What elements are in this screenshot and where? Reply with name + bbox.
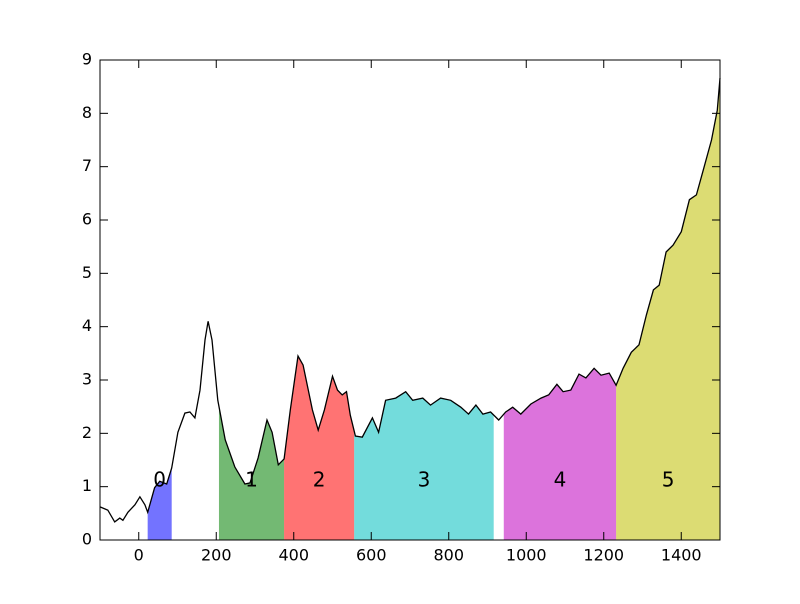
x-tick-label: 1200 <box>583 546 624 565</box>
x-tick-label: 800 <box>433 546 464 565</box>
y-tick-label: 1 <box>82 476 92 495</box>
plot-frame <box>99 59 721 541</box>
y-tick-label: 0 <box>82 530 92 549</box>
x-tick-label: 400 <box>278 546 309 565</box>
y-tick-label: 9 <box>82 50 92 69</box>
region <box>354 391 494 540</box>
x-tick-label: 1000 <box>506 546 547 565</box>
y-tick-label: 8 <box>82 103 92 122</box>
x-tick-label: 0 <box>134 546 144 565</box>
region-label: 2 <box>313 468 326 492</box>
region <box>218 406 285 540</box>
y-tick-label: 6 <box>82 210 92 229</box>
region-label: 5 <box>662 468 675 492</box>
region <box>503 368 617 540</box>
region-label: 3 <box>418 468 431 492</box>
region <box>147 468 172 540</box>
y-tick-label: 3 <box>82 370 92 389</box>
y-tick-label: 2 <box>82 423 92 442</box>
x-tick-label: 1400 <box>661 546 702 565</box>
x-tick-label: 200 <box>201 546 232 565</box>
y-tick-label: 7 <box>82 156 92 175</box>
y-tick-label: 5 <box>82 263 92 282</box>
line <box>99 78 721 523</box>
x-tick-label: 600 <box>356 546 387 565</box>
region-label: 4 <box>554 468 567 492</box>
y-tick-label: 4 <box>82 316 92 335</box>
region <box>616 78 720 540</box>
region <box>284 356 355 540</box>
